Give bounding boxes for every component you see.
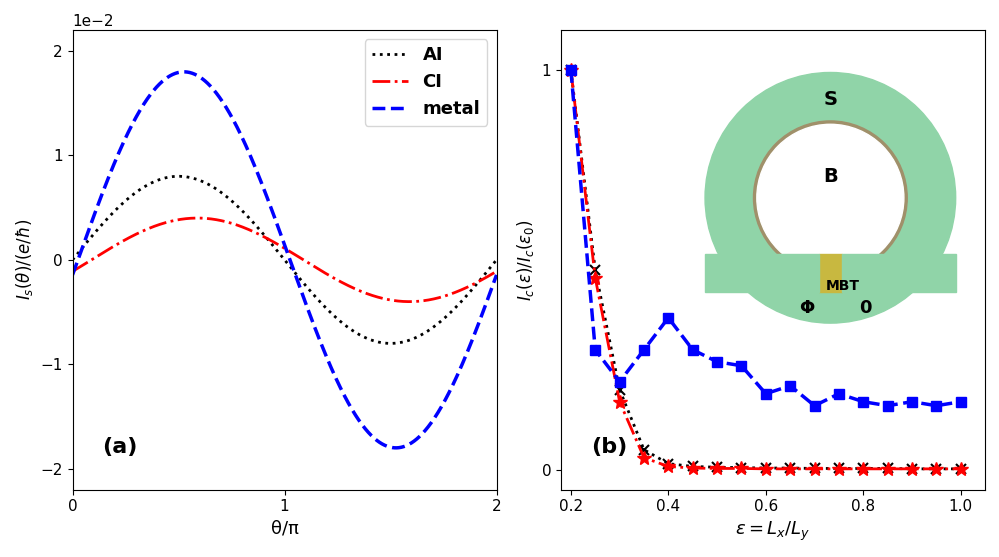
metal xyxy=(390,444,402,451)
CI xyxy=(398,298,410,305)
AI xyxy=(173,173,185,179)
Text: (a): (a) xyxy=(102,437,138,457)
CI xyxy=(239,224,251,231)
metal xyxy=(358,424,370,431)
CI xyxy=(404,299,416,305)
metal xyxy=(491,271,502,278)
AI xyxy=(358,334,370,340)
CI xyxy=(406,298,418,305)
AI xyxy=(110,207,122,213)
CI xyxy=(110,242,122,248)
AI xyxy=(491,257,502,263)
Line: CI: CI xyxy=(73,218,497,302)
metal xyxy=(67,271,79,278)
metal xyxy=(398,443,410,450)
CI xyxy=(254,231,266,238)
metal xyxy=(110,157,122,163)
X-axis label: $\varepsilon = L_x/L_y$: $\varepsilon = L_x/L_y$ xyxy=(735,520,811,543)
CI xyxy=(491,268,502,275)
AI xyxy=(67,257,79,263)
AI xyxy=(406,336,418,343)
CI xyxy=(358,289,370,296)
Line: metal: metal xyxy=(73,72,497,448)
metal xyxy=(239,139,251,146)
Line: AI: AI xyxy=(73,176,497,344)
AI xyxy=(254,227,266,233)
AI xyxy=(398,339,410,345)
metal xyxy=(254,175,266,182)
metal xyxy=(178,69,190,75)
AI xyxy=(239,210,251,217)
Y-axis label: $I_c(\varepsilon)/I_c(\varepsilon_0)$: $I_c(\varepsilon)/I_c(\varepsilon_0)$ xyxy=(515,219,536,301)
X-axis label: θ/π: θ/π xyxy=(271,520,299,538)
CI xyxy=(192,214,204,221)
Y-axis label: $I_s(\theta)/(e/\hbar)$: $I_s(\theta)/(e/\hbar)$ xyxy=(14,219,35,300)
Legend: AI, CI, metal: AI, CI, metal xyxy=(365,39,488,125)
metal xyxy=(406,439,418,446)
AI xyxy=(385,340,397,347)
CI xyxy=(67,268,79,275)
Text: (b): (b) xyxy=(590,437,627,457)
